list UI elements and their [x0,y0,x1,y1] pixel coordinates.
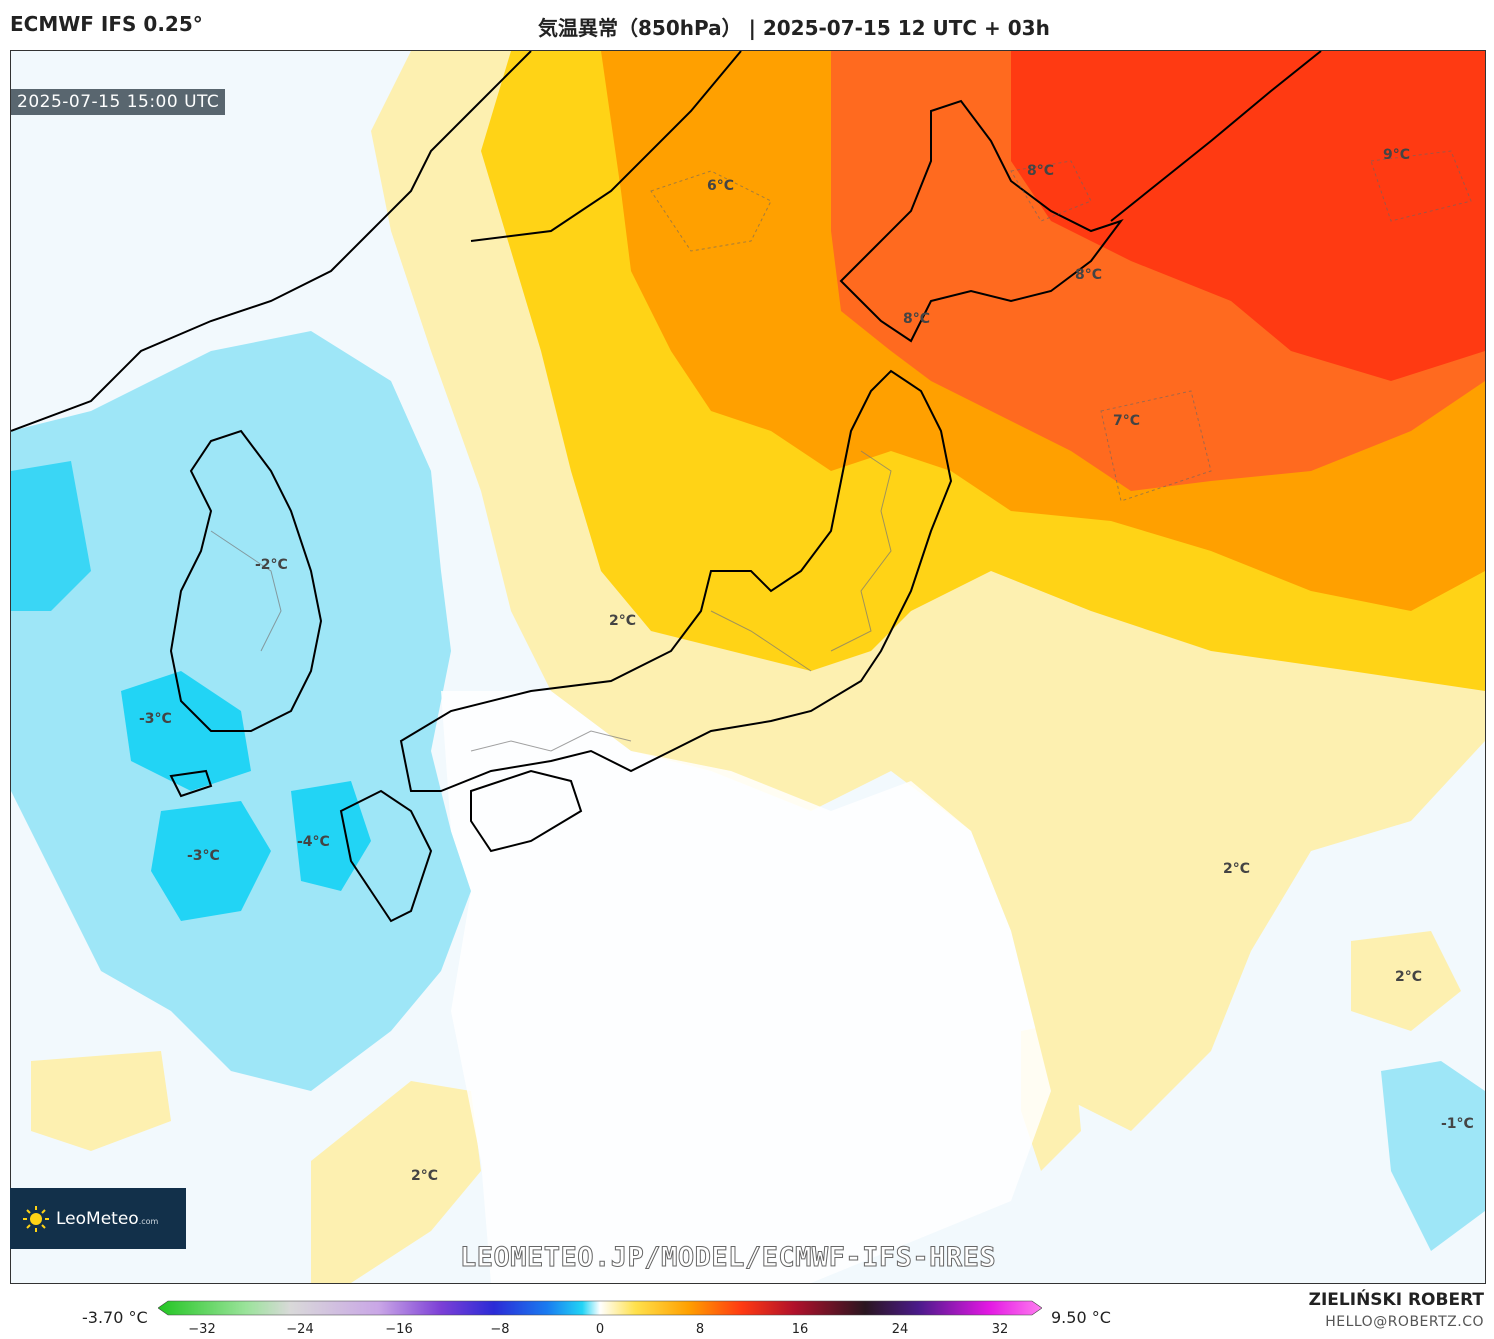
contour-label: 2°C [1223,861,1251,877]
colorbar-tick: 24 [891,1322,909,1337]
contour-label: -2°C [255,557,288,573]
logo-text: LeoMeteo.com [56,1208,159,1229]
colorbar-tick: −32 [188,1322,216,1337]
colorbar-tick: 0 [595,1322,605,1337]
leometeo-logo[interactable]: LeoMeteo.com [10,1188,186,1249]
warm-weak-south-1 [311,1081,481,1283]
anomaly-map[interactable]: 2025-07-15 15:00 UTC 6°C 8°C 9°C 8°C 8°C… [10,50,1486,1284]
cold-strong-region-4 [11,461,91,611]
warm-weak-south-3 [1351,931,1461,1031]
colorbar-tick: −8 [490,1322,510,1337]
warm-max-region [1011,51,1485,381]
colorbar-tick: 16 [791,1322,809,1337]
map-canvas [11,51,1485,1283]
contour-label: 2°C [1395,969,1423,985]
contour-label: 8°C [1027,163,1055,179]
sun-icon [23,1205,49,1232]
contours [650,150,1472,502]
coastlines [11,51,1322,923]
contour-label: -3°C [139,711,172,727]
cold-mid-region-2 [1381,1061,1485,1251]
cold-strong-region-1 [121,671,251,791]
colorbar: -3.70 °C − [0,1282,1494,1339]
watermark-url: LEOMETEO.JP/MODEL/ECMWF-IFS-HRES [459,1242,997,1274]
colorbar-max-label: 9.50 °C [1051,1308,1111,1327]
colorbar-tick: 32 [991,1322,1009,1337]
map-title: 気温異常（850hPa） | 2025-07-15 12 UTC + 03h [538,16,1050,40]
colorbar-tick: −16 [385,1322,413,1337]
contour-label: -3°C [187,848,220,864]
valid-time-badge: 2025-07-15 15:00 UTC [11,89,226,115]
contour-label: 8°C [903,311,931,327]
contour-label: -4°C [297,834,330,850]
cold-strong-region-3 [291,781,371,891]
contour-label: 7°C [1113,413,1141,429]
model-name: ECMWF IFS 0.25° [10,12,203,36]
colorbar-tick: 8 [695,1322,705,1337]
contour-label: 2°C [411,1168,439,1184]
author-name: ZIELIŃSKI ROBERT [1308,1290,1484,1310]
warm-weak-south-2 [31,1051,171,1151]
colorbar-min-label: -3.70 °C [82,1308,148,1327]
contour-label: -1°C [1441,1116,1474,1132]
contour-label: 9°C [1383,147,1411,163]
author-email[interactable]: HELLO@ROBERTZ.CO [1325,1314,1484,1330]
contour-label: 6°C [707,178,735,194]
contour-label: 8°C [1075,267,1103,283]
colorbar-tick: −24 [286,1322,314,1337]
admin-borders [210,450,892,752]
contour-label: 2°C [609,613,637,629]
colorbar-gradient [158,1300,1042,1316]
cold-strong-region-2 [151,801,271,921]
neutral-region [441,691,1051,1283]
